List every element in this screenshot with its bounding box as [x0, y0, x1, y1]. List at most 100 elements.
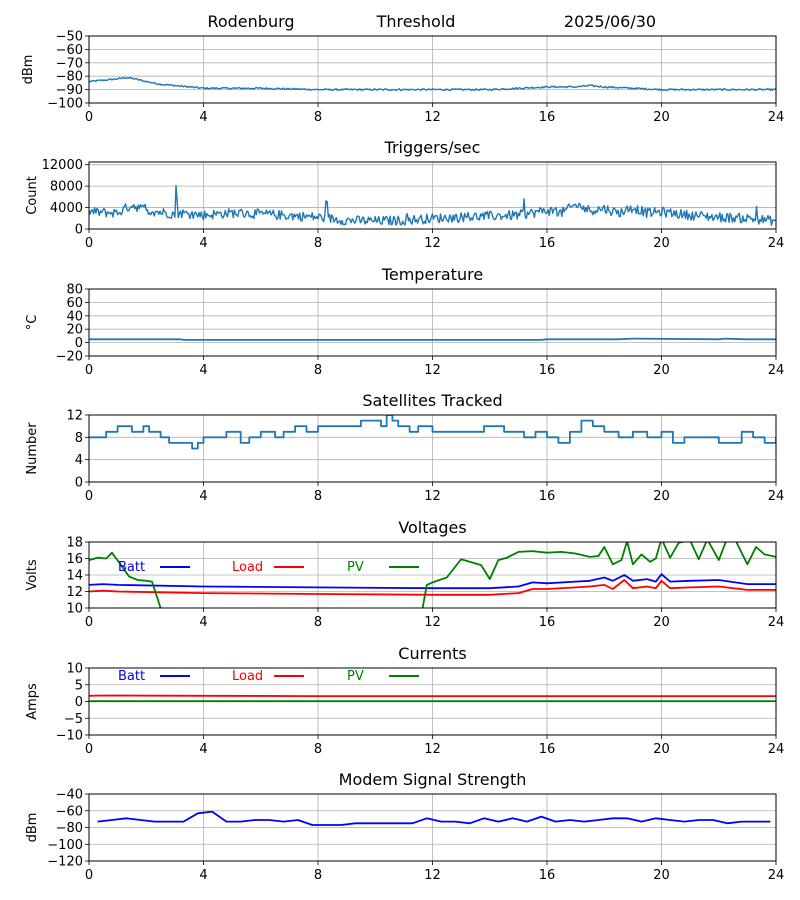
- x-tick-label: 20: [653, 742, 670, 757]
- x-tick-label: 4: [199, 742, 207, 757]
- x-tick-label: 24: [768, 615, 785, 630]
- x-tick-label: 12: [424, 110, 441, 125]
- y-tick-label: 0: [75, 336, 83, 351]
- x-tick-label: 0: [85, 110, 93, 125]
- series-line-currents-load: [89, 694, 776, 697]
- series-line-temperature-0: [89, 337, 776, 341]
- legend-label-load: Load: [232, 669, 263, 684]
- y-axis-label: Amps: [25, 683, 40, 720]
- x-tick-label: 16: [539, 868, 556, 883]
- y-tick-label: 4: [75, 453, 83, 468]
- series-line-triggers-0: [89, 185, 776, 226]
- y-tick-label: −100: [47, 97, 83, 112]
- y-tick-label: −100: [47, 838, 83, 853]
- legend-label-load: Load: [232, 560, 263, 575]
- y-tick-label: −5: [64, 712, 83, 727]
- x-tick-label: 4: [199, 363, 207, 378]
- y-tick-label: −120: [47, 855, 83, 870]
- panel-threshold: 0 4 8 12 16 20 24 −100−90−80−70−60−50 dBm: [21, 30, 784, 126]
- x-tick-label: 20: [653, 489, 670, 504]
- x-tick-label: 0: [85, 363, 93, 378]
- x-tick-label: 0: [85, 236, 93, 251]
- y-tick-label: −60: [56, 43, 83, 58]
- y-tick-label: −60: [56, 804, 83, 819]
- y-tick-label: 8000: [50, 180, 83, 195]
- legend-label-pv: PV: [347, 669, 364, 684]
- x-tick-label: 8: [314, 615, 322, 630]
- x-tick-label: 0: [85, 489, 93, 504]
- panel-title: Modem Signal Strength: [339, 770, 527, 789]
- x-tick-label: 16: [539, 615, 556, 630]
- legend-label-batt: Batt: [118, 669, 145, 684]
- y-tick-label: −70: [56, 56, 83, 71]
- y-tick-label: 12000: [42, 158, 83, 173]
- x-tick-label: 8: [314, 742, 322, 757]
- y-tick-label: 60: [66, 296, 83, 311]
- legend-label-pv: PV: [347, 560, 364, 575]
- x-tick-label: 8: [314, 236, 322, 251]
- x-tick-label: 20: [653, 615, 670, 630]
- x-tick-label: 8: [314, 868, 322, 883]
- y-tick-label: −80: [56, 821, 83, 836]
- y-tick-label: −80: [56, 70, 83, 85]
- x-tick-label: 12: [424, 868, 441, 883]
- panel-title: Satellites Tracked: [362, 391, 502, 410]
- x-tick-label: 0: [85, 868, 93, 883]
- y-tick-label: 0: [75, 476, 83, 491]
- y-axis-label: Number: [25, 422, 40, 475]
- x-tick-label: 16: [539, 363, 556, 378]
- y-axis-label: dBm: [21, 55, 36, 85]
- station-name: Rodenburg: [207, 12, 294, 31]
- y-tick-label: 10: [66, 662, 83, 677]
- panel-triggers: 0 4 8 12 16 20 24 0 4000 8000 12000 Triggers/sec Cou…: [25, 138, 784, 251]
- y-axis-label: dBm: [25, 813, 40, 843]
- y-tick-label: 5: [75, 678, 83, 693]
- panel-title: Temperature: [381, 265, 483, 284]
- panel-modem: 0 4 8 12 16 20 24 −120 −100 −80 −60−40 Modem Signal…: [25, 770, 784, 883]
- y-tick-label: −10: [56, 729, 83, 744]
- x-tick-label: 12: [424, 236, 441, 251]
- legend-label-batt: Batt: [118, 560, 145, 575]
- x-tick-label: 16: [539, 489, 556, 504]
- y-tick-label: 16: [66, 552, 83, 567]
- x-tick-label: 4: [199, 615, 207, 630]
- panel-title: Triggers/sec: [384, 138, 481, 157]
- x-tick-label: 4: [199, 868, 207, 883]
- x-tick-label: 16: [539, 236, 556, 251]
- x-tick-label: 0: [85, 742, 93, 757]
- y-tick-label: 0: [75, 695, 83, 710]
- series-line-modem-0: [97, 810, 771, 826]
- y-axis-label: Count: [25, 176, 40, 215]
- panel-satellites: 0 4 8 12 16 20 24 0 4 8 12 Satellites Tracked Number: [25, 391, 784, 504]
- y-tick-label: 14: [66, 569, 83, 584]
- y-axis-label: Volts: [25, 559, 40, 591]
- panel-title: Currents: [398, 644, 466, 663]
- y-tick-label: 10: [66, 602, 83, 617]
- series-line-satellites-0: [89, 415, 776, 450]
- panel-title: Voltages: [398, 518, 466, 537]
- report-date: 2025/06/30: [564, 12, 656, 31]
- y-tick-label: 0: [75, 223, 83, 238]
- x-tick-label: 8: [314, 489, 322, 504]
- y-tick-label: −90: [56, 83, 83, 98]
- x-tick-label: 16: [539, 742, 556, 757]
- x-tick-label: 8: [314, 363, 322, 378]
- x-tick-label: 24: [768, 363, 785, 378]
- x-tick-label: 24: [768, 489, 785, 504]
- y-tick-label: 18: [66, 536, 83, 551]
- x-tick-label: 24: [768, 868, 785, 883]
- series-line-voltages-load: [89, 579, 776, 596]
- y-tick-label: −50: [56, 30, 83, 45]
- x-tick-label: 0: [85, 615, 93, 630]
- y-tick-label: 12: [66, 585, 83, 600]
- y-tick-label: 40: [66, 309, 83, 324]
- x-tick-label: 20: [653, 363, 670, 378]
- series-line-voltages-batt: [89, 573, 776, 590]
- x-tick-label: 20: [653, 110, 670, 125]
- x-tick-label: 8: [314, 110, 322, 125]
- y-tick-label: 80: [66, 283, 83, 298]
